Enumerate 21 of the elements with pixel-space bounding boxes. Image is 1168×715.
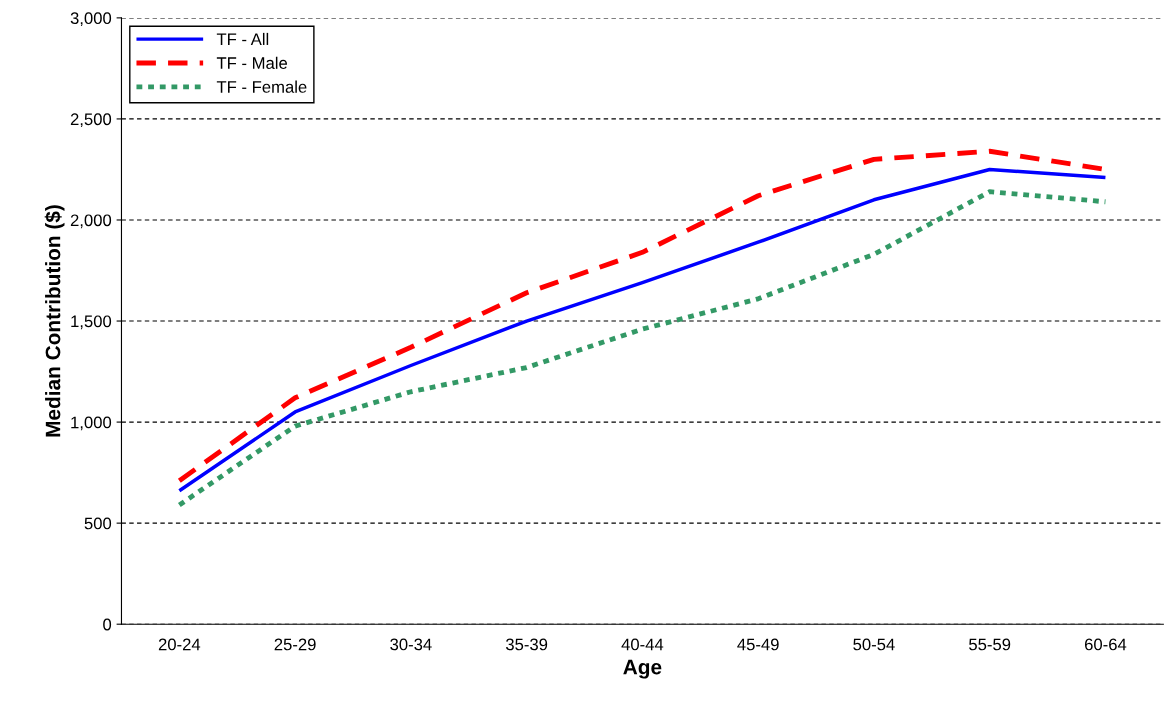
legend-label: TF - All [216,32,269,45]
y-tick-label: 2,000 [70,214,112,229]
x-tick-label: 50-54 [853,638,895,651]
legend-label: TF - Female [216,80,307,93]
x-tick-label: 60-64 [1084,638,1127,651]
x-tick-label: 45-49 [737,638,779,651]
x-tick-label: 30-34 [390,638,432,651]
y-tick-label: 500 [84,517,112,530]
y-tick-label: 1,500 [71,315,112,330]
y-tick-label: 2,500 [70,113,112,128]
legend-label: TF - Male [216,56,288,69]
x-axis-title: Age [623,659,662,679]
x-tick-label: 35-39 [505,638,548,651]
x-tick-label: 55-59 [969,638,1011,651]
x-tick-label: 25-29 [274,638,316,651]
y-tick-label: 1,000 [71,416,112,431]
y-tick-label: 0 [103,618,112,631]
y-tick-label: 3,000 [70,12,112,27]
x-tick-label: 40-44 [621,638,664,651]
y-axis-title: Median Contribution ($) [44,205,65,437]
x-tick-label: 20-24 [158,638,201,651]
